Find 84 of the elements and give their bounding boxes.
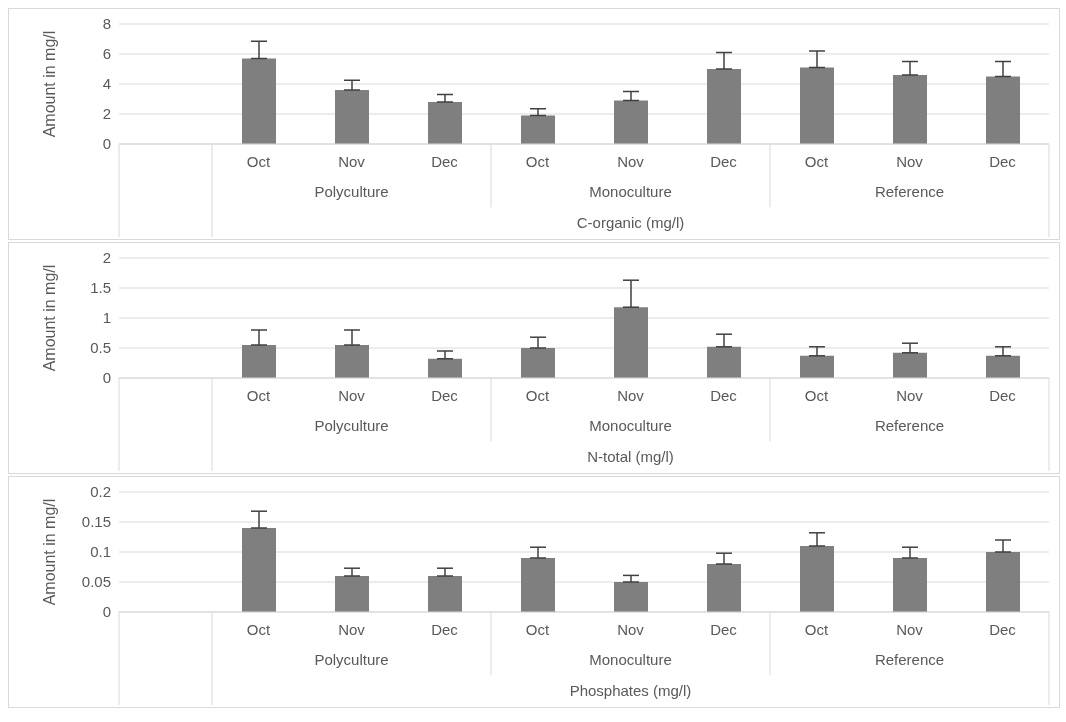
y-axis-title: Amount in mg/l (40, 498, 58, 606)
bar (614, 100, 648, 144)
x-tick-label: Oct (525, 620, 550, 638)
text: Monoculture (589, 416, 672, 434)
bar (893, 75, 927, 144)
bar (335, 90, 369, 144)
x-tick-label: Nov (338, 620, 366, 638)
text: Polyculture (314, 416, 389, 434)
bar (614, 582, 648, 612)
bar (521, 558, 555, 612)
x-tick-label: Nov (338, 152, 366, 170)
bar (707, 346, 741, 378)
text: Polyculture (314, 650, 389, 668)
x-tick-label: Dec (431, 620, 459, 638)
x-tick-label: Oct (804, 620, 829, 638)
x-tick-label: Dec (989, 152, 1017, 170)
y-tick-label: 1.5 (90, 279, 111, 297)
y-tick-label: 8 (102, 15, 111, 33)
y-tick-label: 0.15 (81, 513, 111, 531)
x-tick-label: Nov (617, 620, 645, 638)
y-tick-label: 0 (102, 135, 111, 153)
bar (521, 115, 555, 144)
y-tick-label: 2 (102, 249, 111, 267)
x-tick-label: Dec (989, 386, 1017, 404)
x-tick-label: Oct (246, 620, 271, 638)
x-tick-label: Oct (804, 152, 829, 170)
bar (428, 576, 462, 612)
bar (614, 307, 648, 378)
y-tick-label: 0 (102, 369, 111, 387)
x-tick-label: Nov (896, 152, 924, 170)
bar (335, 345, 369, 378)
bar (800, 67, 834, 144)
bar (893, 558, 927, 612)
x-tick-label: Nov (338, 386, 366, 404)
x-axis-title: C-organic (mg/l) (576, 214, 685, 232)
y-tick-label: 0.05 (81, 573, 111, 591)
x-tick-label: Oct (525, 386, 550, 404)
bar (242, 345, 276, 378)
bar (986, 552, 1020, 612)
y-tick-label: 2 (102, 105, 111, 123)
bar (242, 58, 276, 144)
bar (893, 352, 927, 378)
text: Monoculture (589, 650, 672, 668)
x-tick-label: Nov (896, 386, 924, 404)
x-tick-label: Dec (989, 620, 1017, 638)
x-tick-label: Nov (617, 152, 645, 170)
bar (707, 69, 741, 144)
y-tick-label: 1 (102, 309, 111, 327)
y-axis-title: Amount in mg/l (40, 264, 58, 372)
text: Reference (874, 416, 945, 434)
x-tick-label: Nov (617, 386, 645, 404)
text: Monoculture (589, 182, 672, 200)
x-tick-label: Dec (710, 620, 738, 638)
y-tick-label: 4 (102, 75, 111, 93)
y-tick-label: 0 (102, 603, 111, 621)
text: Polyculture (314, 182, 389, 200)
y-tick-label: 6 (102, 45, 111, 63)
bar (800, 546, 834, 612)
bar (428, 358, 462, 378)
bar (707, 564, 741, 612)
bar (986, 355, 1020, 378)
y-axis-title: Amount in mg/l (40, 30, 58, 138)
x-tick-label: Nov (896, 620, 924, 638)
text: Reference (874, 182, 945, 200)
y-tick-label: 0.5 (90, 339, 111, 357)
x-tick-label: Oct (804, 386, 829, 404)
text: Reference (874, 650, 945, 668)
x-axis-title: N-total (mg/l) (587, 448, 674, 466)
bar (428, 102, 462, 144)
x-axis-title: Phosphates (mg/l) (569, 682, 692, 700)
x-tick-label: Dec (710, 386, 738, 404)
x-tick-label: Dec (431, 386, 459, 404)
y-tick-label: 0.2 (90, 483, 111, 501)
y-tick-label: 0.1 (90, 543, 111, 561)
bar (242, 528, 276, 612)
x-tick-label: Dec (431, 152, 459, 170)
bar (986, 76, 1020, 144)
x-tick-label: Oct (246, 386, 271, 404)
x-tick-label: Oct (246, 152, 271, 170)
x-tick-label: Dec (710, 152, 738, 170)
bar (521, 348, 555, 378)
bar (800, 355, 834, 378)
x-tick-label: Oct (525, 152, 550, 170)
bar (335, 576, 369, 612)
